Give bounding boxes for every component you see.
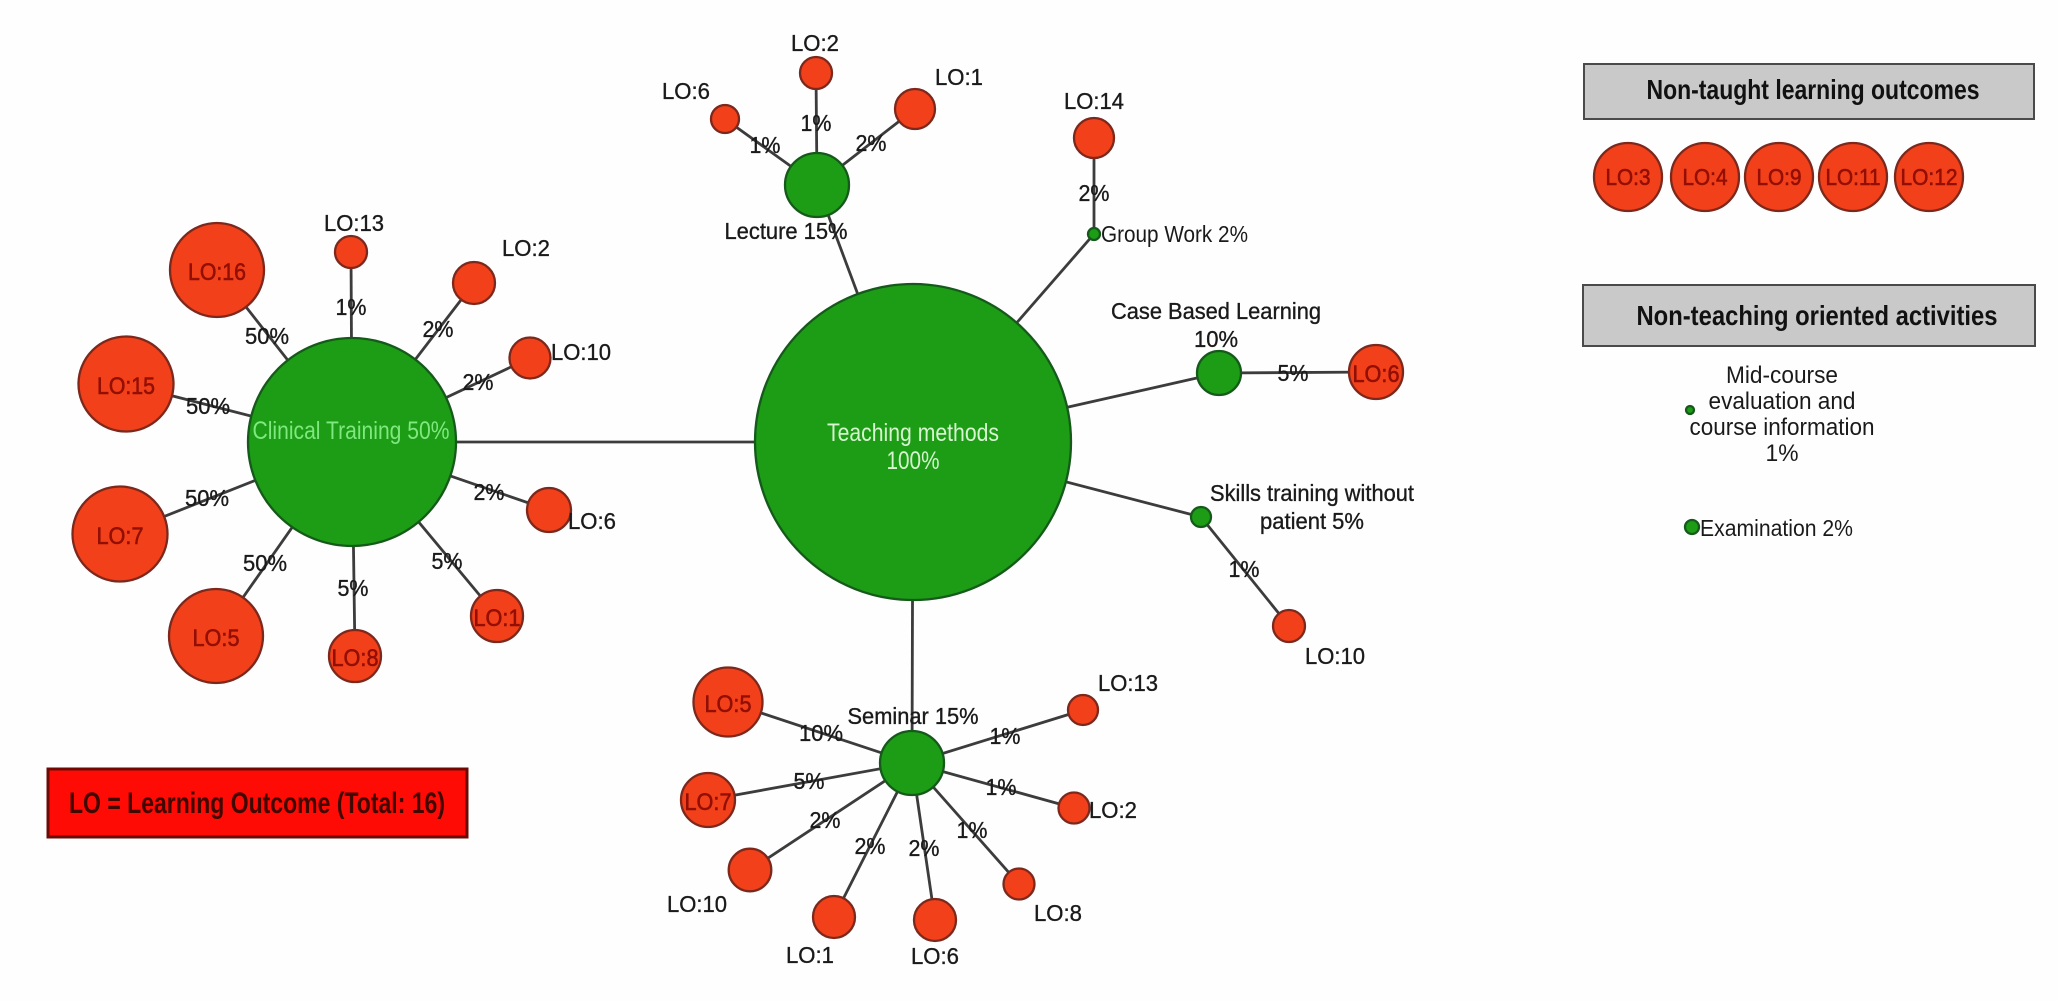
svg-text:50%: 50%	[186, 393, 230, 419]
svg-text:2%: 2%	[909, 835, 940, 861]
svg-text:1%: 1%	[1229, 556, 1260, 582]
svg-text:2%: 2%	[463, 369, 494, 395]
svg-text:LO:6: LO:6	[662, 78, 710, 104]
svg-text:LO:11: LO:11	[1826, 164, 1881, 190]
svg-text:5%: 5%	[432, 548, 463, 574]
svg-text:LO:15: LO:15	[97, 373, 155, 400]
svg-text:5%: 5%	[1278, 360, 1309, 386]
svg-text:1%: 1%	[750, 132, 781, 158]
svg-text:Seminar 15%: Seminar 15%	[848, 703, 979, 729]
svg-text:Non-teaching oriented activiti: Non-teaching oriented activities	[1637, 300, 1998, 331]
svg-text:1%: 1%	[1766, 440, 1799, 467]
svg-text:2%: 2%	[1079, 180, 1110, 206]
svg-text:100%: 100%	[887, 447, 940, 475]
svg-text:course information: course information	[1690, 414, 1875, 441]
svg-text:patient 5%: patient 5%	[1260, 508, 1364, 534]
svg-text:1%: 1%	[986, 774, 1017, 800]
svg-text:LO:5: LO:5	[193, 625, 240, 652]
svg-text:LO:13: LO:13	[1098, 670, 1158, 696]
svg-text:Group Work 2%: Group Work 2%	[1101, 221, 1248, 247]
svg-text:LO:16: LO:16	[188, 259, 246, 286]
svg-text:Examination 2%: Examination 2%	[1700, 515, 1853, 541]
svg-text:2%: 2%	[423, 316, 454, 342]
svg-text:LO:8: LO:8	[332, 645, 379, 672]
svg-text:LO:10: LO:10	[667, 891, 727, 917]
svg-text:1%: 1%	[957, 817, 988, 843]
svg-text:2%: 2%	[474, 479, 505, 505]
svg-text:LO:3: LO:3	[1606, 164, 1651, 190]
svg-text:1%: 1%	[336, 294, 367, 320]
svg-text:LO:10: LO:10	[551, 339, 611, 365]
svg-text:LO:6: LO:6	[1353, 361, 1400, 388]
svg-text:1%: 1%	[801, 110, 832, 136]
svg-text:LO:9: LO:9	[1757, 164, 1802, 190]
svg-text:50%: 50%	[245, 323, 289, 349]
svg-text:5%: 5%	[338, 575, 369, 601]
svg-text:2%: 2%	[856, 130, 887, 156]
svg-text:2%: 2%	[810, 807, 841, 833]
svg-text:LO:13: LO:13	[324, 210, 384, 236]
svg-text:LO:14: LO:14	[1064, 88, 1124, 114]
svg-text:Non-taught learning outcomes: Non-taught learning outcomes	[1647, 74, 1980, 105]
svg-text:Teaching methods: Teaching methods	[827, 419, 999, 447]
svg-text:LO:1: LO:1	[935, 64, 983, 90]
svg-text:Mid-course: Mid-course	[1726, 362, 1838, 389]
svg-text:LO:1: LO:1	[474, 605, 521, 632]
svg-text:50%: 50%	[243, 550, 287, 576]
svg-text:LO:8: LO:8	[1034, 900, 1082, 926]
svg-text:Lecture 15%: Lecture 15%	[725, 218, 848, 244]
svg-text:LO:7: LO:7	[97, 523, 144, 550]
svg-text:Case Based Learning: Case Based Learning	[1111, 298, 1321, 324]
svg-text:LO:1: LO:1	[786, 942, 834, 968]
svg-text:LO:5: LO:5	[705, 691, 752, 718]
svg-text:LO:7: LO:7	[685, 789, 732, 816]
svg-text:Clinical Training 50%: Clinical Training 50%	[253, 417, 450, 445]
svg-text:10%: 10%	[799, 720, 843, 746]
svg-text:LO:2: LO:2	[502, 235, 550, 261]
svg-text:50%: 50%	[185, 485, 229, 511]
svg-text:LO:4: LO:4	[1683, 164, 1728, 190]
svg-text:10%: 10%	[1194, 326, 1238, 352]
svg-text:LO = Learning Outcome (Total:: LO = Learning Outcome (Total: 16)	[69, 787, 445, 820]
svg-text:evaluation and: evaluation and	[1709, 388, 1856, 415]
svg-text:LO:6: LO:6	[911, 943, 959, 969]
svg-text:LO:12: LO:12	[1901, 164, 1958, 190]
svg-text:2%: 2%	[855, 833, 886, 859]
svg-text:LO:10: LO:10	[1305, 643, 1365, 669]
svg-text:1%: 1%	[990, 723, 1021, 749]
svg-text:Skills training without: Skills training without	[1210, 480, 1415, 506]
svg-text:LO:2: LO:2	[791, 30, 839, 56]
svg-text:5%: 5%	[794, 768, 825, 794]
svg-text:LO:2: LO:2	[1089, 797, 1137, 823]
svg-text:LO:6: LO:6	[568, 508, 616, 534]
